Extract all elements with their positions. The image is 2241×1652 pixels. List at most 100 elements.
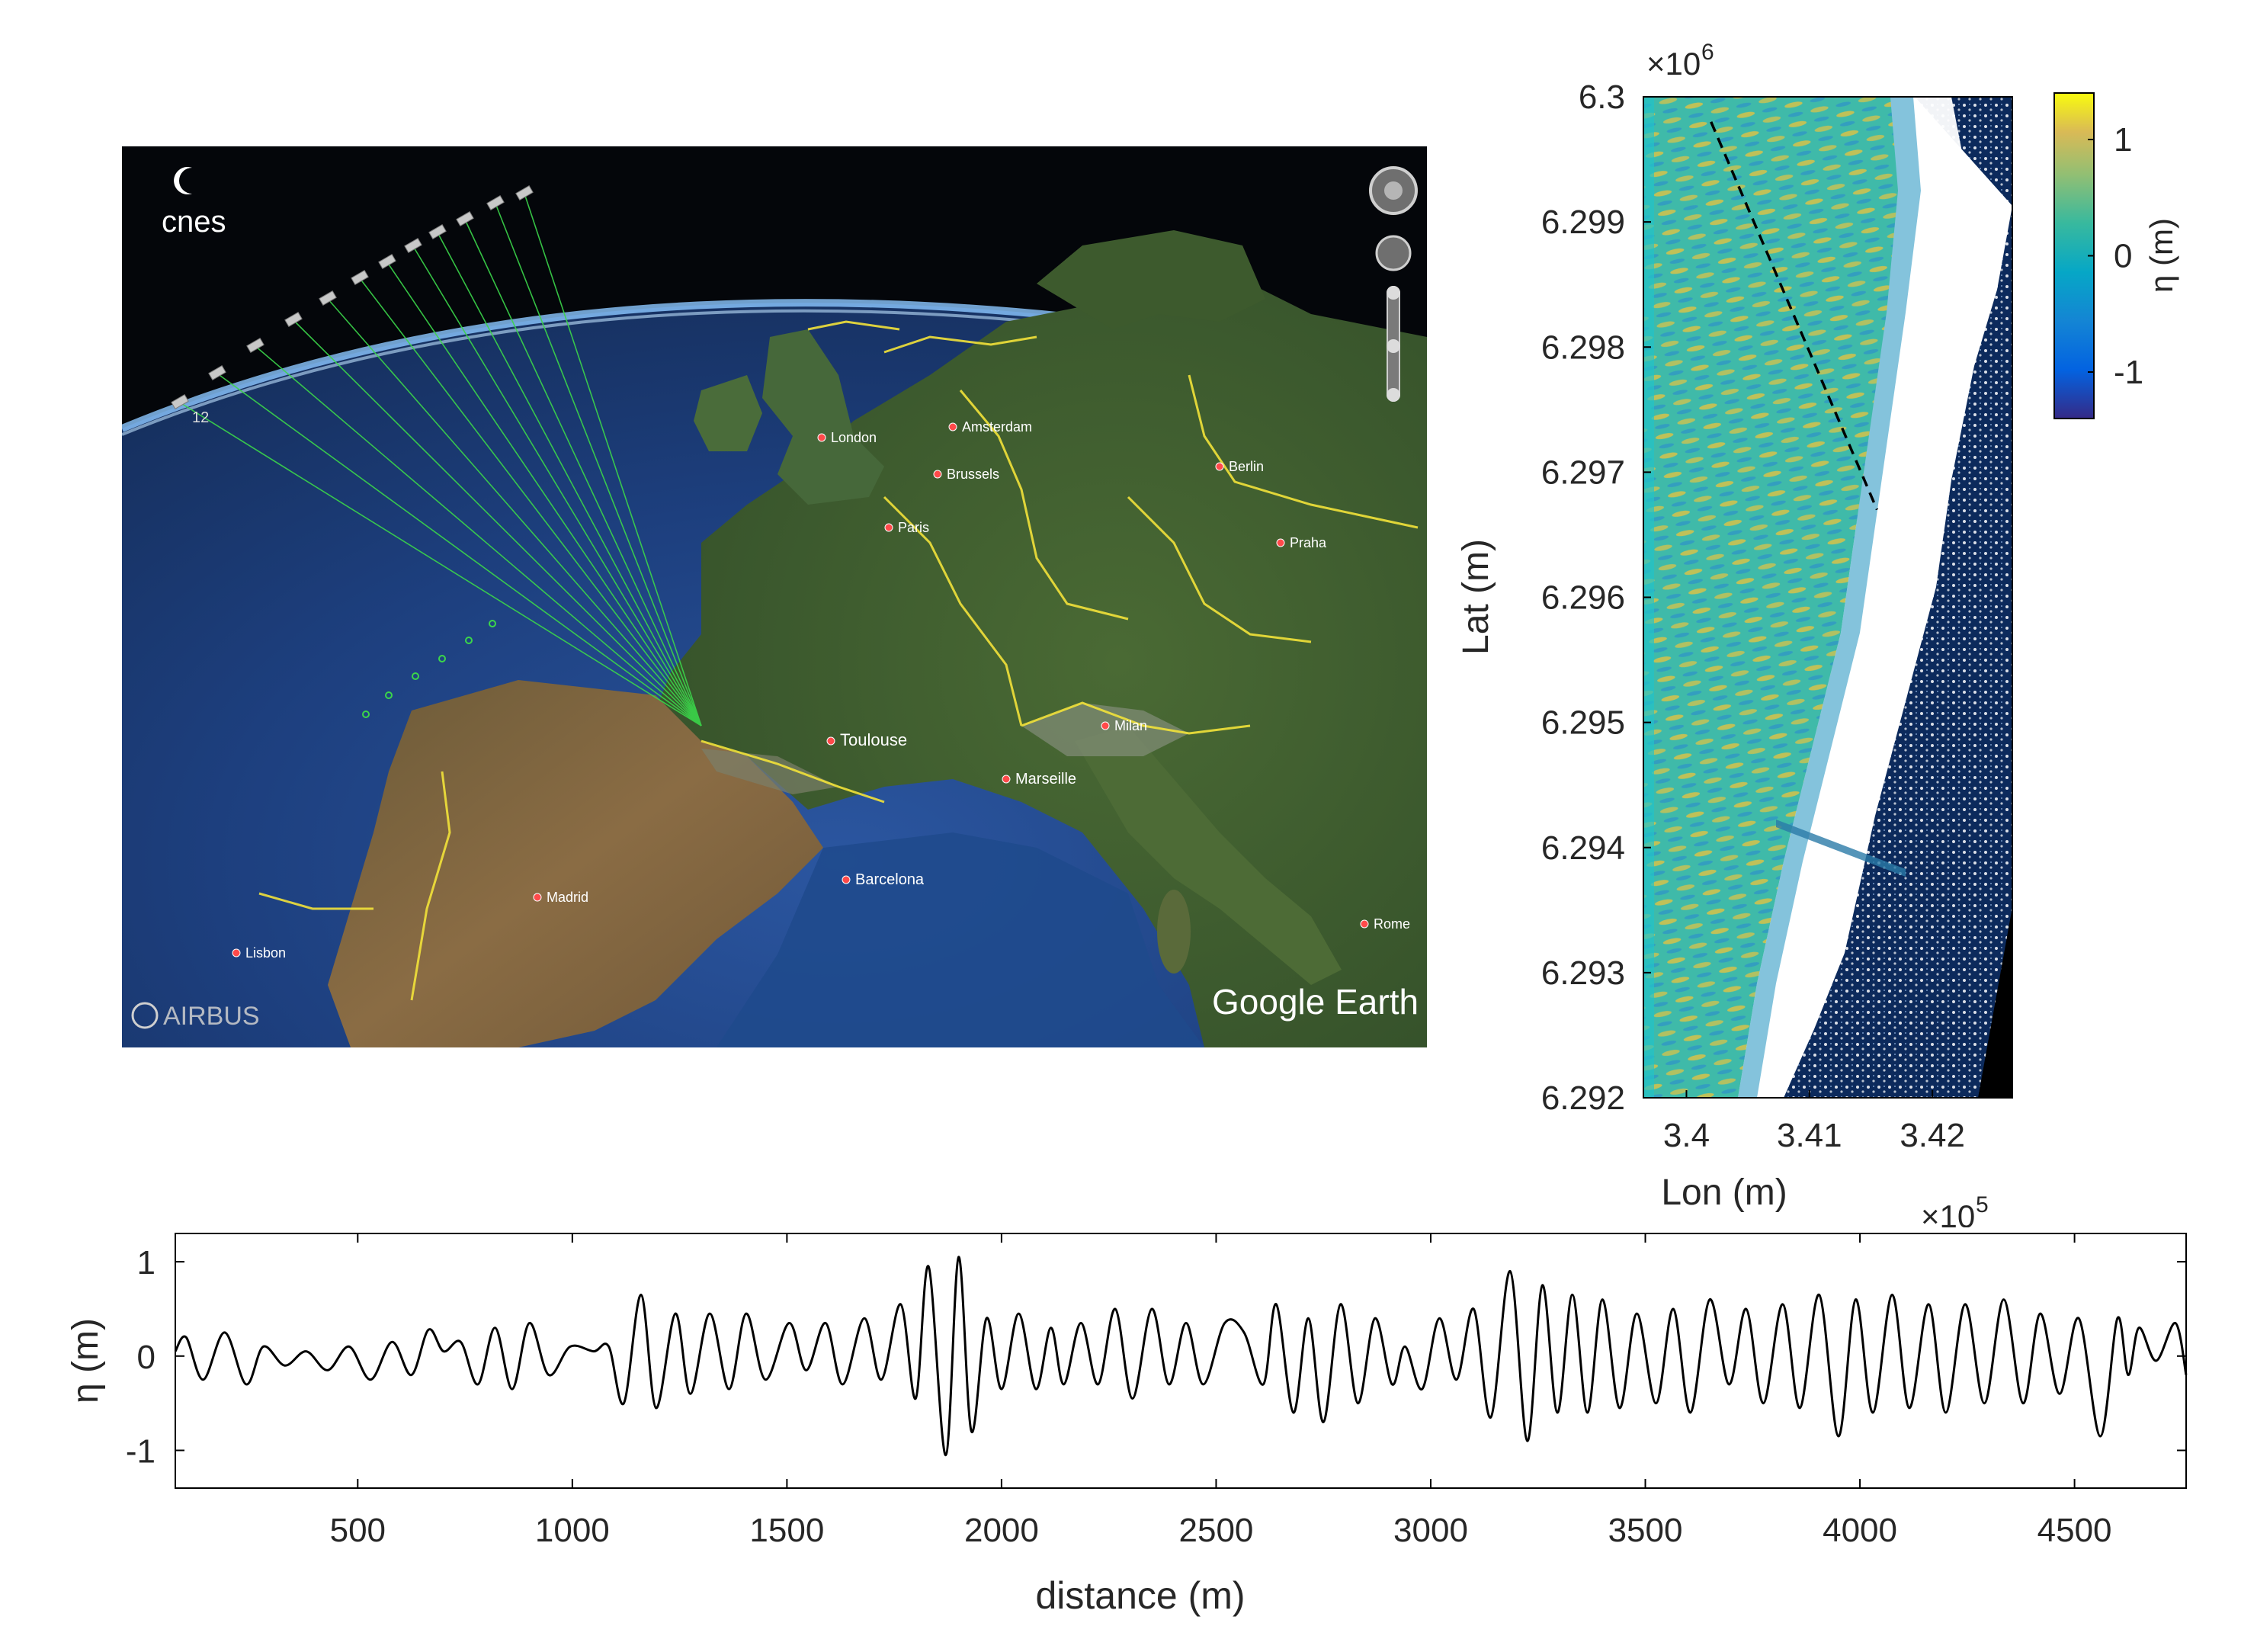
map-y-tick-label: 6.3 bbox=[1579, 79, 1625, 116]
profile-series bbox=[174, 1256, 2188, 1457]
profile-series-line bbox=[174, 1256, 2188, 1457]
map-y-tick-label: 6.298 bbox=[1541, 329, 1625, 366]
mediterranean bbox=[717, 832, 1204, 1047]
map-image bbox=[1643, 97, 2012, 1098]
city-marseille: Marseille bbox=[1002, 771, 1076, 788]
colorbar-tick-label: 1 bbox=[2114, 121, 2132, 159]
map-y-tick-label: 6.296 bbox=[1541, 579, 1625, 617]
map-y-tick-label: 6.293 bbox=[1541, 954, 1625, 992]
city-rome: Rome bbox=[1360, 916, 1410, 932]
svg-text:AIRBUS: AIRBUS bbox=[163, 1002, 260, 1031]
ireland bbox=[694, 375, 762, 451]
map-y-tick-label: 6.299 bbox=[1541, 204, 1625, 241]
profile-x-axis-label: distance (m) bbox=[1035, 1574, 1245, 1617]
city-toulouse: Toulouse bbox=[826, 730, 907, 749]
colorbar-ticks: 1 0 -1 bbox=[2088, 121, 2143, 391]
profile-y-tick-label: 0 bbox=[137, 1339, 155, 1376]
cnes-logo: cnes bbox=[162, 167, 226, 239]
surf-zone bbox=[1746, 97, 1967, 1098]
city-praha: Praha bbox=[1276, 535, 1327, 550]
city-barcelona: Barcelona bbox=[842, 871, 925, 888]
profile-x-tick-label: 1000 bbox=[535, 1512, 610, 1549]
google-earth-watermark: Google Earth bbox=[1212, 982, 1419, 1022]
profile-x-tick-label: 3500 bbox=[1608, 1512, 1683, 1549]
svg-text:Berlin: Berlin bbox=[1229, 459, 1264, 474]
map-y-multiplier: ×10 6 bbox=[1646, 40, 1714, 82]
svg-text:Milan: Milan bbox=[1114, 718, 1147, 733]
profile-x-tick-label: 3000 bbox=[1393, 1512, 1468, 1549]
satellite-rays bbox=[179, 193, 702, 727]
city-labels: London Amsterdam Brussels Paris Toulouse… bbox=[232, 419, 1410, 961]
airbus-credit: AIRBUS bbox=[131, 1002, 260, 1031]
city-amsterdam: Amsterdam bbox=[948, 419, 1032, 435]
great-britain bbox=[762, 329, 884, 505]
jetty bbox=[1776, 820, 1906, 877]
svg-text:Paris: Paris bbox=[898, 520, 929, 535]
city-london: London bbox=[817, 430, 877, 445]
wave-elevation-map: 6.3 6.299 6.298 6.297 6.296 6.295 6.294 6.293 6.… bbox=[1456, 40, 2179, 1234]
map-y-tick-label: 6.295 bbox=[1541, 704, 1625, 742]
map-x-tick-label: 3.41 bbox=[1777, 1117, 1842, 1154]
zoom-out-icon[interactable] bbox=[1387, 388, 1400, 402]
sardinia bbox=[1157, 890, 1191, 974]
profile-x-tick-label: 2500 bbox=[1179, 1512, 1254, 1549]
colorbar-label: η (m) bbox=[2143, 218, 2179, 293]
city-madrid: Madrid bbox=[533, 890, 588, 905]
colorbar-tick-label: -1 bbox=[2114, 354, 2143, 391]
map-x-ticks: 3.4 3.41 3.42 bbox=[1663, 1090, 1965, 1154]
svg-text:Amsterdam: Amsterdam bbox=[962, 419, 1032, 435]
svg-text:6: 6 bbox=[1701, 40, 1714, 65]
profile-y-tick-label: -1 bbox=[126, 1433, 155, 1471]
wave-swath bbox=[1643, 97, 1898, 1098]
svg-text:Toulouse: Toulouse bbox=[840, 730, 907, 749]
cnes-logo-mark bbox=[174, 167, 192, 194]
scandinavia bbox=[1037, 230, 1265, 329]
wave-elevation-map-panel: 6.3 6.299 6.298 6.297 6.296 6.295 6.294 6.293 6.… bbox=[1418, 38, 2180, 1234]
svg-text:Barcelona: Barcelona bbox=[855, 871, 925, 888]
country-borders bbox=[258, 320, 1419, 1001]
map-y-axis-label: Lat (m) bbox=[1456, 539, 1496, 655]
map-x-tick-label: 3.4 bbox=[1663, 1117, 1710, 1154]
zoom-handle[interactable] bbox=[1387, 339, 1400, 353]
city-lisbon: Lisbon bbox=[232, 945, 286, 961]
profile-axes-frame bbox=[175, 1233, 2187, 1489]
iberian-peninsula bbox=[328, 680, 823, 1047]
cnes-logo-text: cnes bbox=[162, 205, 226, 239]
ground-track bbox=[362, 620, 496, 718]
svg-text:Lisbon: Lisbon bbox=[245, 945, 286, 961]
elevation-profile-chart: 1 0 -1 500 1000 1500 2000 2500 3000 3500 4000 4500… bbox=[66, 1233, 2188, 1617]
svg-text:×10: ×10 bbox=[1646, 46, 1701, 82]
map-y-tick-label: 6.294 bbox=[1541, 829, 1625, 867]
transect-line bbox=[1710, 121, 1879, 511]
city-berlin: Berlin bbox=[1215, 459, 1264, 474]
map-x-axis-label: Lon (m) bbox=[1661, 1172, 1787, 1213]
profile-x-tick-label: 1500 bbox=[749, 1512, 824, 1549]
zoom-in-icon[interactable] bbox=[1387, 286, 1400, 300]
colorbar bbox=[2053, 92, 2095, 419]
satellite-globe-panel: 12 London Amsterdam Brussels Paris Toulo… bbox=[122, 146, 1427, 1047]
city-milan: Milan bbox=[1101, 718, 1147, 733]
map-y-ticks: 6.3 6.299 6.298 6.297 6.296 6.295 6.294 6.293 6.… bbox=[1541, 79, 1651, 1117]
profile-x-tick-label: 500 bbox=[330, 1512, 386, 1549]
profile-y-axis-label: η (m) bbox=[66, 1318, 106, 1403]
satellites bbox=[171, 184, 534, 410]
city-paris: Paris bbox=[884, 520, 929, 535]
svg-text:Praha: Praha bbox=[1290, 535, 1327, 550]
satellite-label: 12 bbox=[192, 409, 209, 426]
svg-text:Rome: Rome bbox=[1374, 916, 1410, 932]
move-joystick-icon[interactable] bbox=[1375, 235, 1412, 271]
globe-image: 12 London Amsterdam Brussels Paris Toulo… bbox=[122, 146, 1427, 1047]
elevation-profile-panel: 1 0 -1 500 1000 1500 2000 2500 3000 3500 4000 4500… bbox=[0, 1212, 2241, 1648]
city-brussels: Brussels bbox=[933, 467, 999, 482]
svg-text:Marseille: Marseille bbox=[1015, 771, 1076, 788]
navigation-controls[interactable] bbox=[1369, 166, 1418, 402]
italy bbox=[1075, 726, 1342, 985]
colorbar-tick-label: 0 bbox=[2114, 238, 2132, 275]
nodata-corner bbox=[1978, 907, 2012, 1098]
svg-text:Madrid: Madrid bbox=[547, 890, 588, 905]
map-y-tick-label: 6.292 bbox=[1541, 1079, 1625, 1117]
profile-x-tick-label: 4500 bbox=[2037, 1512, 2112, 1549]
land-area bbox=[1784, 97, 2012, 1098]
profile-x-tick-label: 2000 bbox=[964, 1512, 1039, 1549]
map-x-tick-label: 3.42 bbox=[1900, 1117, 1965, 1154]
